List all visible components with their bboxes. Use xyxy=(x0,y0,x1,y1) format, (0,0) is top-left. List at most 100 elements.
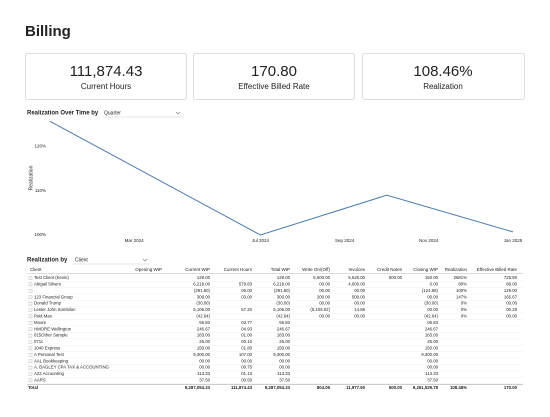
table-cell: 00.00 xyxy=(354,288,365,293)
table-cell: (291.60) xyxy=(194,288,211,293)
table-cell: 00.00 xyxy=(319,314,330,319)
table-cell: 0% xyxy=(461,307,467,312)
table-cell: 150.00 xyxy=(197,346,211,351)
table-cell: 00.00 xyxy=(199,365,210,370)
table-cell: 00.75 xyxy=(241,365,252,370)
total-cell: 500.00 xyxy=(389,385,403,390)
total-cell: 804.06 xyxy=(317,385,331,390)
table-cell: 56.83 xyxy=(199,320,210,325)
table-cell: 25.00 xyxy=(427,339,438,344)
table-cell: 183.00 xyxy=(277,333,291,338)
x-tick-label: Jul 2024 xyxy=(252,238,270,243)
table-cell: 2681% xyxy=(454,275,468,280)
table-cell: 6,218.00 xyxy=(273,282,290,287)
y-axis-label: Realization xyxy=(28,165,34,190)
column-header: Realization xyxy=(445,267,468,272)
row-expander xyxy=(28,308,33,312)
table-cell: 9,300.00 xyxy=(421,352,438,357)
table-cell: 5,106.00 xyxy=(193,307,210,312)
table-cell: A. BAGLEY CPA TAX & ACCOUNTING xyxy=(34,365,110,370)
row-expander xyxy=(28,314,33,319)
table-cell: 04.93 xyxy=(241,326,252,331)
table-cell: 166.67 xyxy=(504,294,518,299)
table-cell: 150.00 xyxy=(425,275,439,280)
table-cell: 00.00 xyxy=(506,314,517,319)
table-cell: 25.00 xyxy=(279,339,290,344)
table-cell: 01.13 xyxy=(241,371,252,376)
table-cell: 00.29 xyxy=(506,307,517,312)
table-cell: 9,300.00 xyxy=(193,352,210,357)
y-tick-label: 120% xyxy=(34,144,46,149)
table-cell: 500.00 xyxy=(389,275,403,280)
table-cell: 183.00 xyxy=(425,333,439,338)
row-expander xyxy=(28,321,33,325)
dropdown[interactable]: Quarter xyxy=(102,110,184,118)
table-cell: 6,218.00 xyxy=(193,282,210,287)
dropdown[interactable]: Client xyxy=(73,257,150,265)
table-cell: 183.00 xyxy=(197,333,211,338)
table-cell: 00.00 xyxy=(319,288,330,293)
row-expander xyxy=(28,359,33,363)
table-cell: 5,600.00 xyxy=(313,275,330,280)
table-cell: 00.50 xyxy=(241,378,252,383)
table-cell: 37.50 xyxy=(427,378,438,383)
table-cell: (30.00) xyxy=(196,301,210,306)
total-cell: 170.00 xyxy=(504,385,518,390)
table-cell: 56.83 xyxy=(279,320,290,325)
column-header: Opening WIP xyxy=(135,267,162,272)
table-cell: 579.83 xyxy=(239,282,253,287)
table-cell: 00.00 xyxy=(319,282,330,287)
column-header: Credit Notes xyxy=(377,267,403,272)
row-expander xyxy=(28,333,33,338)
table-cell: 00.00 xyxy=(241,358,252,363)
dropdown-value[interactable]: Client xyxy=(75,257,88,263)
table-cell: 5,626.00 xyxy=(348,275,365,280)
row-expander xyxy=(28,378,33,383)
total-cell: 111,874.43 xyxy=(231,385,253,390)
column-header: Total WIP xyxy=(271,267,290,272)
table-cell: 1040 Express xyxy=(34,346,60,351)
row-expander xyxy=(28,340,33,344)
x-tick-label: Jan 2025 xyxy=(504,238,523,243)
table-cell: Test Client (Kevin) xyxy=(34,275,69,280)
table-cell: (42.64) xyxy=(196,314,210,319)
table-cell: 03.00 xyxy=(241,294,252,299)
table-cell: 06.83 xyxy=(427,320,438,325)
total-cell: 9,287,054.33 xyxy=(185,385,211,390)
table-cell: 300.00 xyxy=(277,294,291,299)
table-cell: 100% xyxy=(456,288,467,293)
table-cell: 0% xyxy=(461,301,467,306)
total-cell: Total xyxy=(28,385,38,390)
table-cell: 00.00 xyxy=(279,358,290,363)
table-cell: (30.00) xyxy=(276,301,290,306)
table-cell: Abigail Silvers xyxy=(34,282,61,287)
series-line xyxy=(49,120,514,236)
table-cell: Moore xyxy=(34,320,47,325)
kpi-value: 108.46% xyxy=(413,63,472,80)
table-cell: 57.20 xyxy=(241,307,252,312)
page-title: Billing xyxy=(25,23,71,40)
kpi-value: 170.80 xyxy=(251,63,297,80)
table-section-label: Realization by xyxy=(27,258,68,264)
column-header: Write On/(Off) xyxy=(302,267,330,272)
x-tick-label: Sep 2024 xyxy=(335,238,355,243)
table-cell: 03.77 xyxy=(241,320,252,325)
dropdown-value[interactable]: Quarter xyxy=(104,110,121,116)
table-cell: 071c xyxy=(34,339,44,344)
total-cell: 108.46% xyxy=(450,385,467,390)
table-cell: 00.00 xyxy=(427,358,438,363)
table-cell: 129.00 xyxy=(504,288,518,293)
table-cell: (42.64) xyxy=(276,314,290,319)
row-expander xyxy=(28,301,33,306)
table-cell: AAL Bookkeeping xyxy=(34,358,69,363)
table-cell: 0.00 xyxy=(430,282,439,287)
table-cell: A22 Accounting xyxy=(34,371,64,376)
table-cell: 500.00 xyxy=(352,294,366,299)
kpi-label: Realization xyxy=(423,82,463,91)
table-cell: 00.00 xyxy=(319,301,330,306)
table-cell: 01.00 xyxy=(241,333,252,338)
dropdown-chevron xyxy=(142,258,148,262)
table-cell: 150.00 xyxy=(277,346,291,351)
column-header: Current WIP xyxy=(185,267,210,272)
